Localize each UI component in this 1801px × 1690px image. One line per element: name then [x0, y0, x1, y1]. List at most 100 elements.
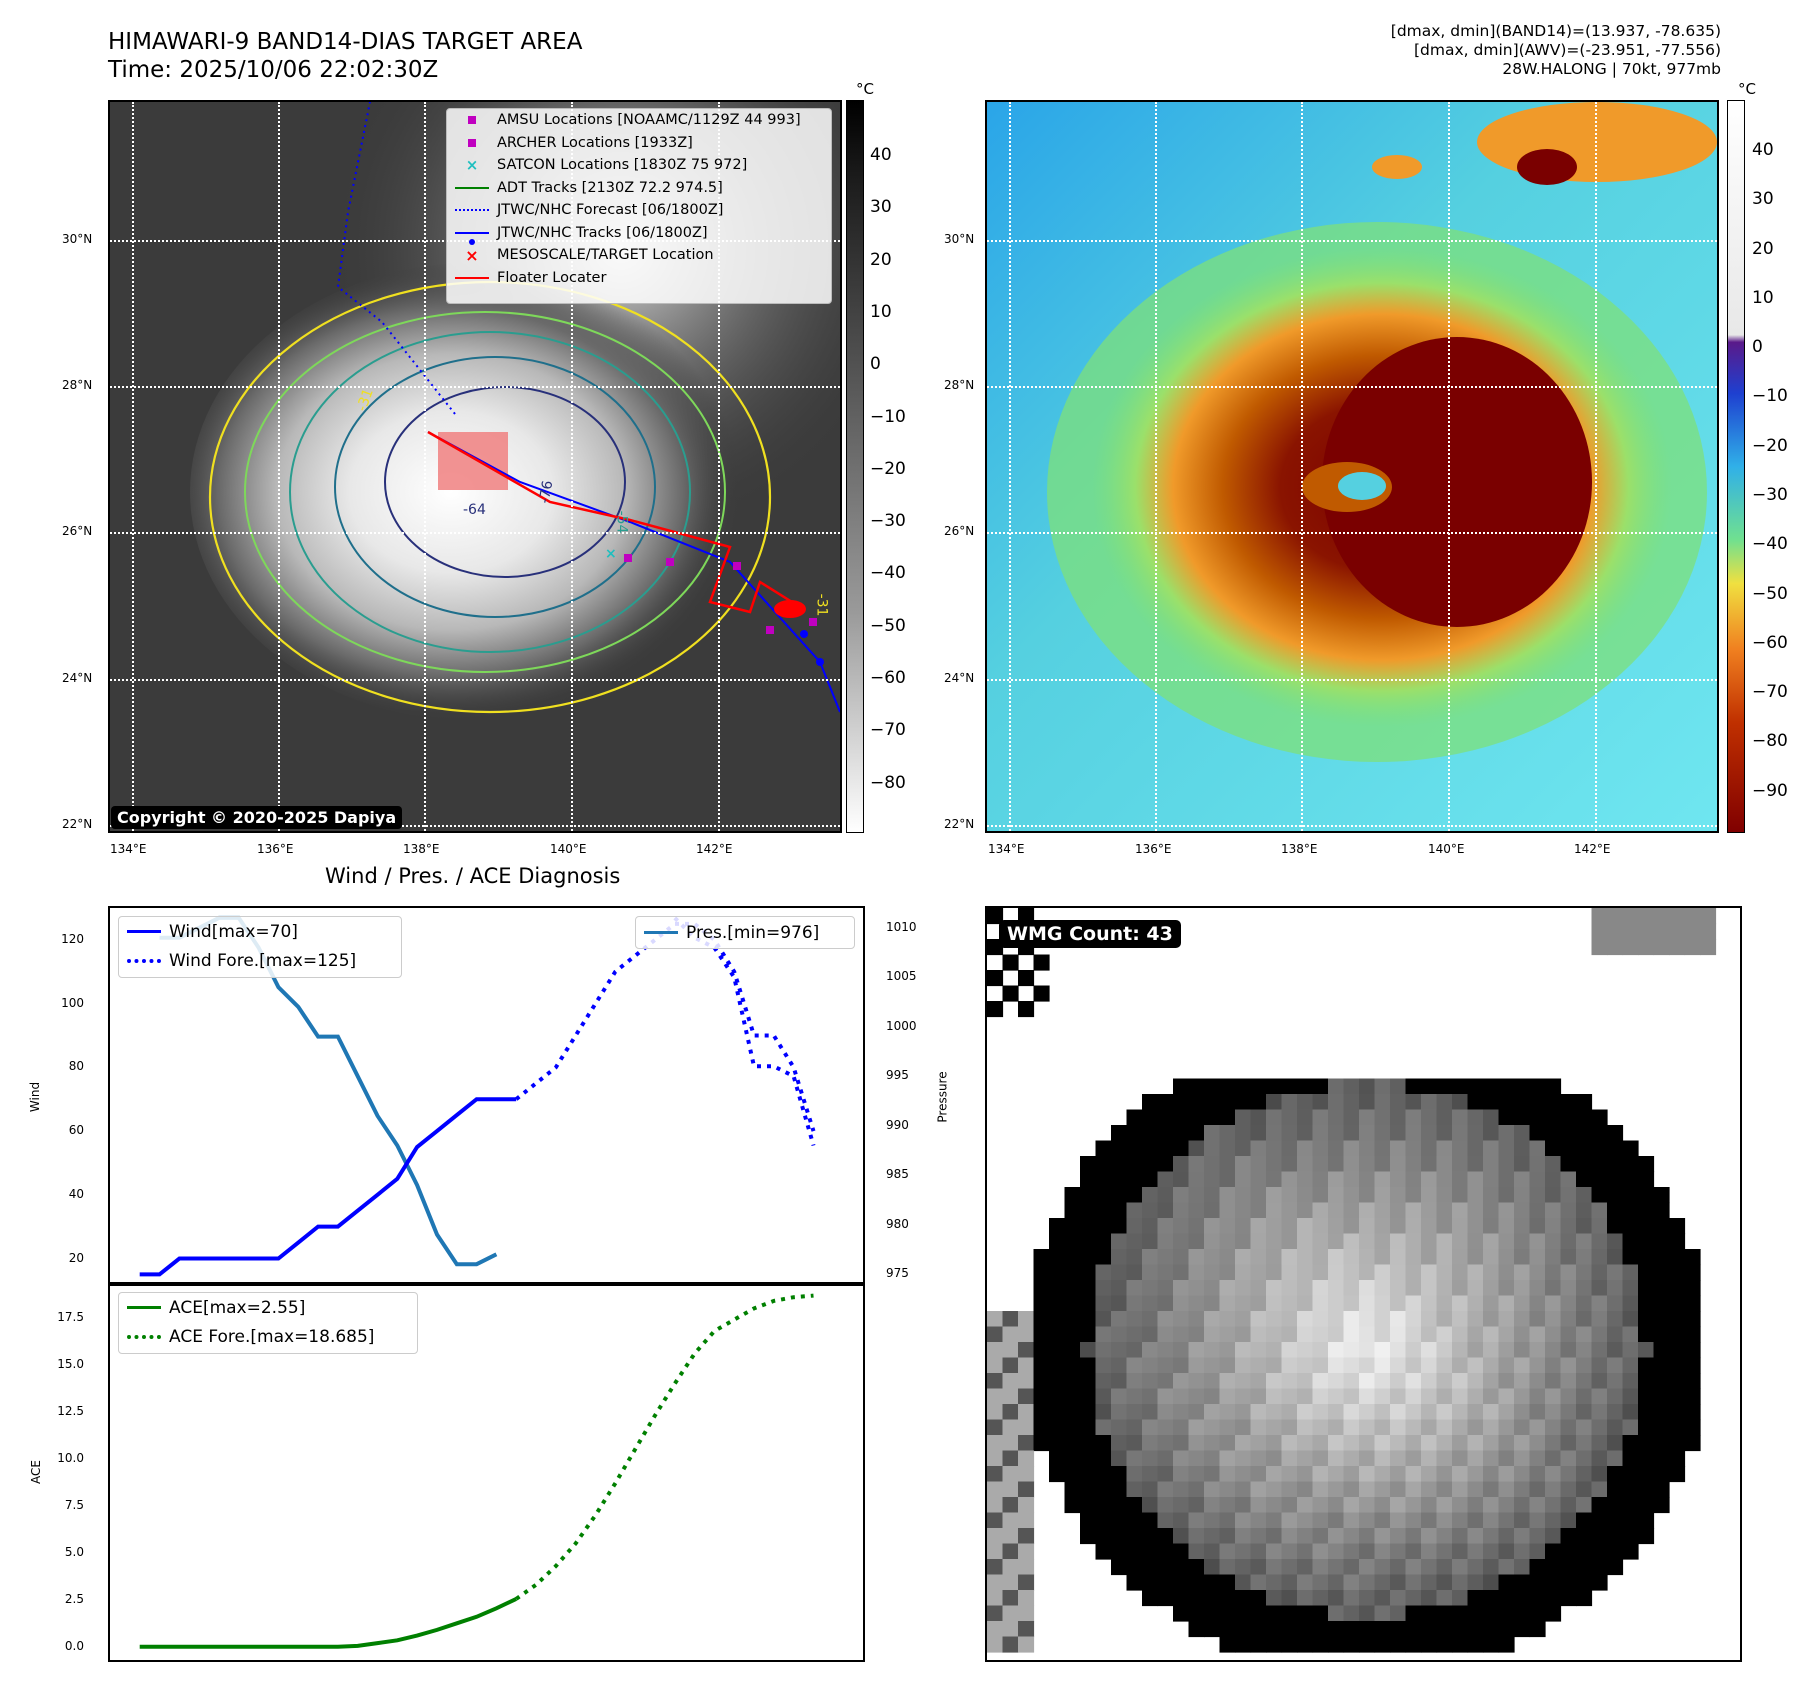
legend-label: ADT Tracks [2130Z 72.2 974.5]: [497, 179, 723, 196]
square-marker-icon: [468, 138, 476, 147]
y-tick-label: 10.0: [57, 1450, 84, 1465]
colorbar-tick: 20: [870, 249, 892, 270]
ace-axis-label: ACE: [28, 1460, 43, 1484]
x-marker-icon: ×: [465, 245, 479, 265]
diagnosis-title: Wind / Pres. / ACE Diagnosis: [325, 864, 621, 888]
colorbar-unit: °C: [856, 80, 874, 98]
colorbar-tick: 10: [870, 301, 892, 322]
y-tick-label: 1000: [886, 1018, 917, 1033]
lat-label: 28°N: [944, 378, 975, 392]
colorbar-tick: 0: [1752, 337, 1763, 358]
colorbar-tick: −50: [1752, 583, 1788, 604]
line-marker-icon: [127, 1306, 161, 1309]
pressure-axis-label: Pressure: [935, 1071, 950, 1123]
info-line1: [dmax, dmin](BAND14)=(13.937, -78.635): [1390, 22, 1721, 40]
legend-item: JTWC/NHC Forecast [06/1800Z]: [447, 199, 831, 222]
lon-label: 138°E: [1281, 842, 1318, 856]
legend-item: ARCHER Locations [1933Z]: [447, 132, 831, 155]
colorbar-tick: −20: [870, 458, 906, 479]
colorbar-tick: −30: [1752, 485, 1788, 505]
colorbar-tick: 20: [1752, 238, 1774, 259]
ir-colorbar: [846, 100, 864, 833]
wmg-grid: [987, 908, 1717, 1653]
ir-satellite-map: × -31 -64 -76 -54 -31 AMSU Locations [NO…: [108, 100, 842, 833]
lat-label: 24°N: [944, 671, 975, 685]
legend-label: AMSU Locations [NOAAMC/1129Z 44 993]: [497, 112, 801, 129]
awv-imagery: [987, 102, 1717, 831]
colorbar-tick: 0: [870, 354, 881, 375]
wmg-panel: WMG Count: 43: [985, 906, 1742, 1662]
colorbar-tick: −40: [870, 563, 906, 584]
legend-label: ARCHER Locations [1933Z]: [497, 134, 693, 151]
dotted-line-icon: [455, 209, 489, 212]
y-tick-label: 2.5: [64, 1591, 84, 1606]
lon-label: 142°E: [1574, 842, 1611, 856]
y-tick-label: 1005: [886, 969, 917, 984]
awv-colorbar: [1727, 100, 1745, 833]
ace-chart: ACE[max=2.55] ACE Fore.[max=18.685]: [108, 1282, 865, 1662]
legend-item: × MESOSCALE/TARGET Location: [447, 244, 831, 267]
legend-item: Floater Locater: [447, 267, 831, 290]
colorbar-tick: −60: [870, 668, 906, 689]
copyright-badge: Copyright © 2020-2025 Dapiya: [111, 806, 403, 829]
dotted-line-icon: [127, 1334, 161, 1339]
y-tick-label: 1010: [886, 919, 917, 934]
y-tick-label: 7.5: [64, 1497, 84, 1512]
y-tick-label: 975: [886, 1266, 909, 1281]
legend-label: Floater Locater: [497, 269, 607, 286]
lat-label: 28°N: [62, 378, 93, 392]
line-marker-icon: [455, 186, 489, 189]
y-tick-label: 990: [886, 1117, 909, 1132]
colorbar-tick: 40: [1752, 140, 1774, 160]
lon-label: 134°E: [988, 842, 1025, 856]
y-tick-label: 12.5: [57, 1403, 84, 1418]
colorbar-tick: −70: [1752, 682, 1788, 703]
colorbar-tick: 10: [1752, 287, 1774, 308]
figure-title-line1: HIMAWARI-9 BAND14-DIAS TARGET AREA: [108, 29, 583, 55]
lat-label: 24°N: [62, 671, 93, 685]
lat-label: 30°N: [62, 232, 93, 246]
lon-label: 140°E: [550, 842, 587, 856]
colorbar-tick: −80: [1752, 731, 1788, 752]
colorbar-tick: −60: [1752, 632, 1788, 653]
y-tick-label: 120: [61, 931, 84, 946]
series-line: [139, 1097, 517, 1277]
colorbar-tick: −70: [870, 720, 906, 741]
series-line: [673, 916, 816, 1147]
y-tick-label: 20: [68, 1250, 84, 1265]
dotted-line-icon: [127, 958, 161, 963]
legend-label: Pres.[min=976]: [686, 922, 820, 943]
figure-title-line2: Time: 2025/10/06 22:02:30Z: [108, 57, 439, 83]
legend-label: Wind[max=70]: [169, 921, 298, 942]
info-line3: 28W.HALONG | 70kt, 977mb: [1502, 60, 1721, 78]
contour-label: -54: [613, 510, 630, 534]
legend-item: ADT Tracks [2130Z 72.2 974.5]: [447, 177, 831, 200]
lat-label: 22°N: [944, 817, 975, 831]
legend-item: JTWC/NHC Tracks [06/1800Z]: [447, 222, 831, 245]
map-legend: AMSU Locations [NOAAMC/1129Z 44 993] ARC…: [446, 108, 832, 304]
contour-label: -31: [813, 593, 830, 617]
line-marker-icon: [644, 931, 678, 934]
y-tick-label: 15.0: [57, 1356, 84, 1371]
ace-legend: ACE[max=2.55] ACE Fore.[max=18.685]: [118, 1292, 418, 1354]
legend-item: AMSU Locations [NOAAMC/1129Z 44 993]: [447, 109, 831, 132]
y-tick-label: 60: [68, 1123, 84, 1138]
line-marker-icon: [127, 930, 161, 933]
lat-label: 22°N: [62, 817, 93, 831]
pressure-legend: Pres.[min=976]: [635, 916, 855, 949]
lat-label: 30°N: [944, 232, 975, 246]
y-tick-label: 995: [886, 1068, 909, 1083]
lat-label: 26°N: [944, 524, 975, 538]
legend-label: MESOSCALE/TARGET Location: [497, 247, 714, 264]
line-dot-icon: [455, 231, 489, 234]
awv-satellite-map: [985, 100, 1719, 833]
colorbar-tick: −40: [1752, 534, 1788, 555]
legend-label: SATCON Locations [1830Z 75 972]: [497, 157, 748, 174]
lon-label: 138°E: [403, 842, 440, 856]
lon-label: 136°E: [257, 842, 294, 856]
colorbar-tick: −20: [1752, 435, 1788, 456]
floater-box: [438, 432, 508, 490]
contour-label: -64: [463, 502, 486, 518]
y-tick-label: 17.5: [57, 1309, 84, 1324]
y-tick-label: 100: [61, 995, 84, 1010]
